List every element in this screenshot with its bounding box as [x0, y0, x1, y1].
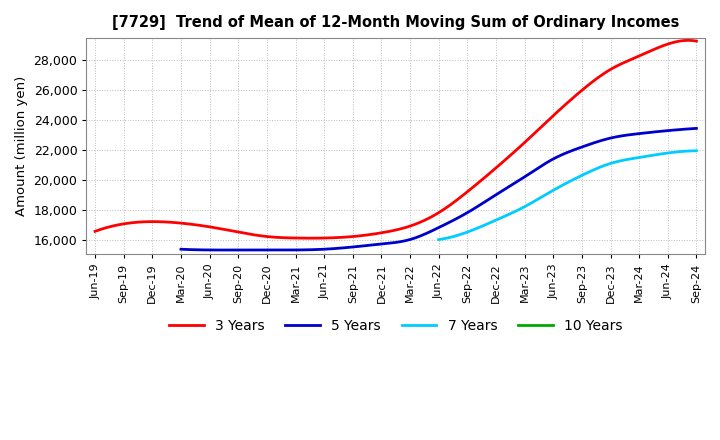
Title: [7729]  Trend of Mean of 12-Month Moving Sum of Ordinary Incomes: [7729] Trend of Mean of 12-Month Moving … [112, 15, 680, 30]
Y-axis label: Amount (million yen): Amount (million yen) [15, 76, 28, 216]
Legend: 3 Years, 5 Years, 7 Years, 10 Years: 3 Years, 5 Years, 7 Years, 10 Years [163, 313, 628, 338]
